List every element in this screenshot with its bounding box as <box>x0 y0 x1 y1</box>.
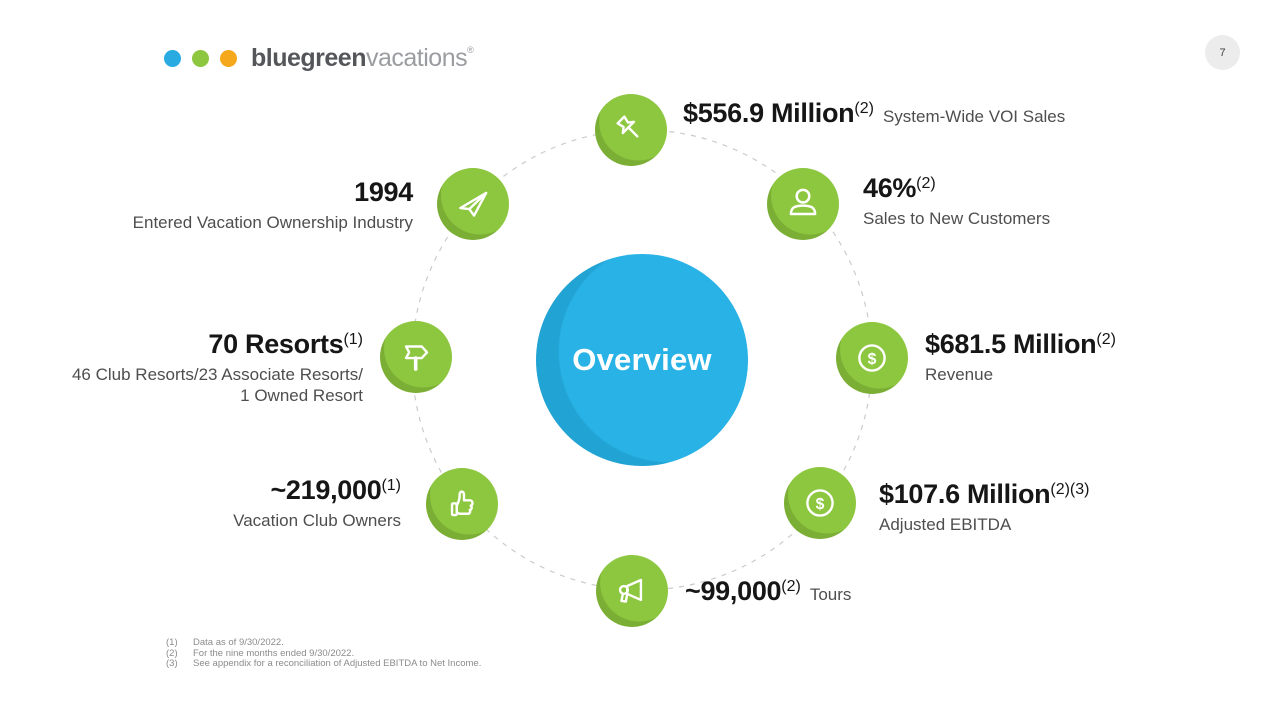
footnote-text: For the nine months ended 9/30/2022. <box>193 647 355 659</box>
footnote-text: Data as of 9/30/2022. <box>193 637 284 648</box>
slide-title: Overview <box>572 342 712 377</box>
stat-label: Sales to New Customers <box>863 209 1051 228</box>
stat-footnote-ref: (1) <box>381 477 401 494</box>
stat-label: Vacation Club Owners <box>233 511 401 530</box>
footnote-1: (1) Data as of 9/30/2022. <box>166 637 481 649</box>
logo-dot-green <box>192 50 209 67</box>
page-number-badge: 7 <box>1205 35 1240 70</box>
stat-resorts: 70 Resorts(1) 46 Club Resorts/23 Associa… <box>72 329 363 406</box>
pushpin-icon <box>595 94 667 166</box>
logo-word-bluegreen: bluegreen <box>251 44 366 72</box>
svg-text:$: $ <box>868 351 877 368</box>
stat-new-customers: 46%(2) Sales to New Customers <box>863 173 1050 229</box>
stat-label: System-Wide VOI Sales <box>882 107 1066 126</box>
signpost-icon <box>380 321 452 393</box>
footnote-text: See appendix for a reconciliation of Adj… <box>193 658 482 669</box>
stat-footnote-ref: (2) <box>916 175 936 192</box>
megaphone-icon <box>596 555 668 627</box>
stat-footnote-ref: (2) <box>1096 331 1116 348</box>
stat-value: ~219,000 <box>270 475 382 505</box>
stat-value: $107.6 Million <box>879 479 1051 509</box>
stat-footnote-ref: (2) <box>781 578 801 595</box>
overview-center-circle: Overview <box>536 254 748 466</box>
stat-label: 46 Club Resorts/23 Associate Resorts/ 1 … <box>72 364 363 406</box>
stat-footnote-ref: (2) <box>854 100 874 117</box>
stat-adjusted-ebitda: $107.6 Million(2)(3) Adjusted EBITDA <box>879 479 1089 535</box>
stat-voi-sales: $556.9 Million(2) System-Wide VOI Sales <box>683 98 1065 128</box>
stat-value: ~99,000 <box>685 576 782 606</box>
footnote-number: (2) <box>166 647 178 659</box>
stat-label: Adjusted EBITDA <box>879 515 1012 534</box>
page-number: 7 <box>1219 46 1226 59</box>
logo-word-vacations: vacations <box>365 44 468 72</box>
stat-value: $556.9 Million <box>683 98 855 128</box>
stat-value: 1994 <box>354 177 413 207</box>
stat-value: 70 Resorts <box>208 329 344 359</box>
svg-text:$: $ <box>816 496 825 513</box>
footnote-number: (1) <box>166 637 178 648</box>
logo-wordmark: bluegreenvacations® <box>251 44 474 73</box>
bluegreen-vacations-logo: bluegreenvacations® <box>164 44 474 73</box>
footnote-2: (2) For the nine months ended 9/30/2022. <box>166 647 481 660</box>
stat-label: Entered Vacation Ownership Industry <box>132 213 413 232</box>
stat-value: 46% <box>863 173 917 203</box>
thumbs-up-icon <box>426 468 498 540</box>
stat-label: Tours <box>809 585 852 604</box>
stat-label-line2: 1 Owned Resort <box>240 386 363 405</box>
footnote-number: (3) <box>166 658 178 669</box>
person-icon <box>767 168 839 240</box>
stat-label-line1: 46 Club Resorts/23 Associate Resorts/ <box>71 365 363 384</box>
stat-tours: ~99,000(2) Tours <box>685 576 851 606</box>
stat-revenue: $681.5 Million(2) Revenue <box>925 329 1116 385</box>
registered-trademark-symbol: ® <box>467 45 474 55</box>
footnotes: (1) Data as of 9/30/2022. (2) For the ni… <box>166 637 482 670</box>
logo-dot-orange <box>220 50 237 67</box>
dollar-icon: $ <box>836 322 908 394</box>
stat-value: $681.5 Million <box>925 329 1097 359</box>
dollar-icon: $ <box>784 467 856 539</box>
stat-footnote-ref: (1) <box>343 331 363 348</box>
logo-dot-blue <box>164 50 181 67</box>
paper-plane-icon <box>437 168 509 240</box>
stat-footnote-ref: (2)(3) <box>1050 481 1090 498</box>
stat-founded: 1994 Entered Vacation Ownership Industry <box>132 177 414 233</box>
stat-label: Revenue <box>925 365 994 384</box>
footnote-3: (3) See appendix for a reconciliation of… <box>166 658 482 670</box>
stat-club-owners: ~219,000(1) Vacation Club Owners <box>233 475 401 531</box>
